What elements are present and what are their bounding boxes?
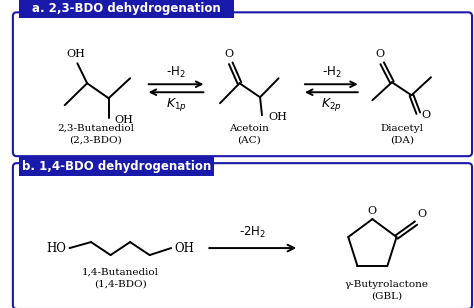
Text: O: O: [376, 49, 385, 59]
Text: (DA): (DA): [390, 136, 414, 145]
Text: (GBL): (GBL): [372, 291, 402, 301]
Text: 2,3-Butanediol: 2,3-Butanediol: [57, 124, 135, 133]
FancyBboxPatch shape: [19, 0, 234, 18]
Text: (AC): (AC): [237, 136, 261, 145]
Text: O: O: [368, 206, 377, 216]
Text: HO: HO: [46, 241, 66, 255]
FancyBboxPatch shape: [19, 156, 214, 176]
Text: OH: OH: [268, 112, 287, 122]
Text: 1,4-Butanediol: 1,4-Butanediol: [82, 268, 159, 277]
Text: OH: OH: [115, 115, 134, 125]
FancyBboxPatch shape: [13, 12, 472, 156]
Text: O: O: [224, 49, 233, 59]
Text: OH: OH: [66, 49, 85, 59]
Text: a. 2,3-BDO dehydrogenation: a. 2,3-BDO dehydrogenation: [32, 2, 220, 15]
Text: -H$_2$: -H$_2$: [321, 65, 341, 80]
Text: Diacetyl: Diacetyl: [380, 124, 423, 133]
Text: (2,3-BDO): (2,3-BDO): [70, 136, 122, 145]
Text: $K_{2p}$: $K_{2p}$: [321, 96, 342, 113]
Text: (1,4-BDO): (1,4-BDO): [94, 280, 147, 289]
Text: b. 1,4-BDO dehydrogenation: b. 1,4-BDO dehydrogenation: [22, 160, 211, 173]
Text: Acetoin: Acetoin: [229, 124, 269, 133]
FancyBboxPatch shape: [13, 163, 472, 308]
Text: γ-Butyrolactone: γ-Butyrolactone: [345, 280, 429, 289]
Text: OH: OH: [174, 241, 194, 255]
Text: $K_{1p}$: $K_{1p}$: [165, 96, 186, 113]
Text: O: O: [421, 110, 431, 120]
Text: O: O: [418, 209, 427, 219]
Text: -H$_2$: -H$_2$: [166, 65, 186, 80]
Text: -2H$_2$: -2H$_2$: [239, 225, 266, 240]
